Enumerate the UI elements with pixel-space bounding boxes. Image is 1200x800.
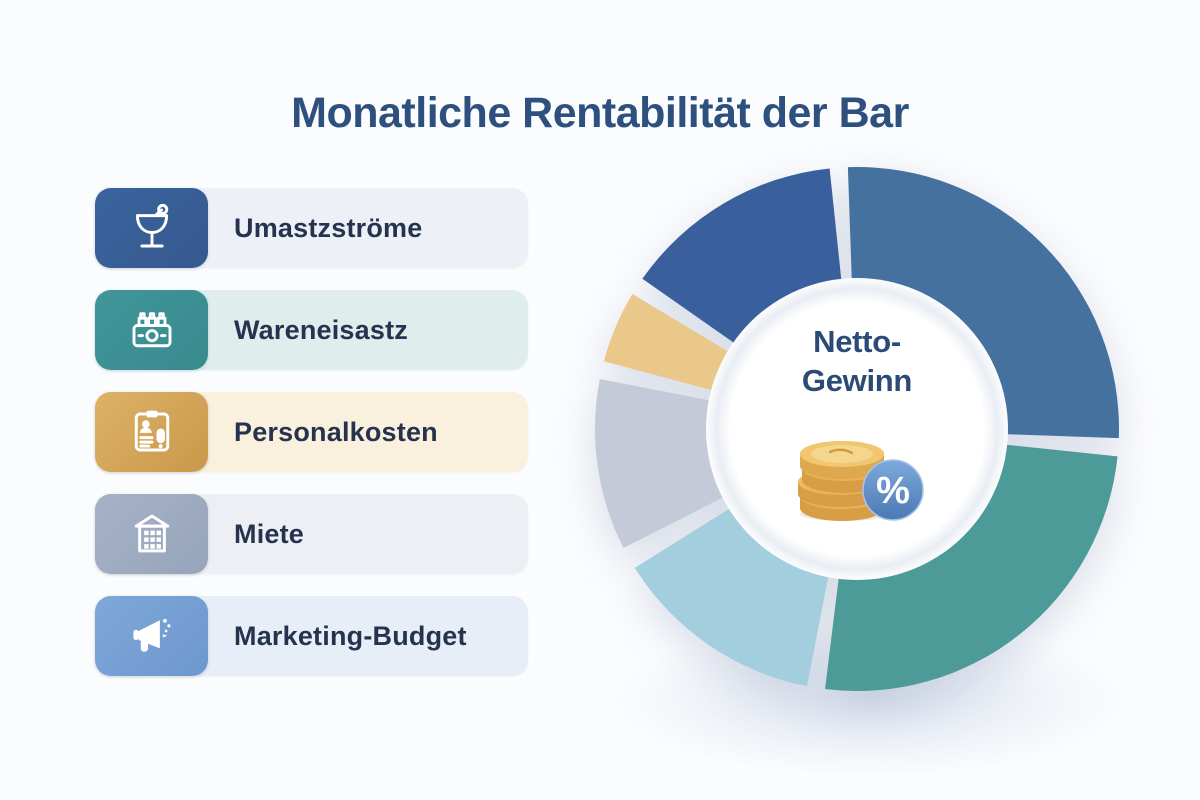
legend-tile-umsatzstroeme	[95, 188, 208, 268]
donut-segment-Miete	[594, 379, 726, 548]
legend-item-wareneinsatz: Wareneisastz	[95, 290, 528, 370]
donut-segment-Marketing-Budget	[634, 507, 829, 687]
donut-center-circle	[706, 278, 1008, 580]
page-title: Monatliche Rentabilität der Bar	[291, 88, 909, 137]
megaphone-icon	[132, 618, 170, 652]
bottle-crate-icon	[132, 312, 171, 348]
donut-svg	[594, 167, 1119, 692]
cocktail-icon	[135, 203, 168, 248]
legend-label: Personalkosten	[234, 416, 438, 447]
legend-tile-miete	[95, 494, 208, 574]
legend-item-personalkosten: Personalkosten	[95, 392, 528, 472]
legend-tile-marketing-budget	[95, 596, 208, 676]
legend-tile-personalkosten	[95, 392, 208, 472]
staff-document-icon	[134, 410, 169, 452]
building-icon	[134, 514, 169, 553]
donut-segment-Personalkosten	[603, 294, 731, 391]
legend-item-miete: Miete	[95, 494, 528, 574]
legend-label: Marketing-Budget	[234, 620, 467, 651]
donut-segment-Umastzströme	[642, 168, 842, 345]
legend-item-umsatzstroeme: Umastzströme	[95, 188, 528, 268]
legend-item-marketing-budget: Marketing-Budget	[95, 596, 528, 676]
legend: Umastzströme Wareneisastz	[95, 188, 528, 676]
donut-segment-Wareneisastz	[825, 444, 1118, 692]
legend-tile-wareneinsatz	[95, 290, 208, 370]
donut-segments	[594, 167, 1119, 692]
legend-label: Umastzströme	[234, 212, 423, 243]
legend-label: Wareneisastz	[234, 314, 408, 345]
donut-segment-unlabeled-0	[847, 167, 1119, 439]
legend-label: Miete	[234, 518, 305, 549]
donut-chart	[577, 149, 1137, 709]
